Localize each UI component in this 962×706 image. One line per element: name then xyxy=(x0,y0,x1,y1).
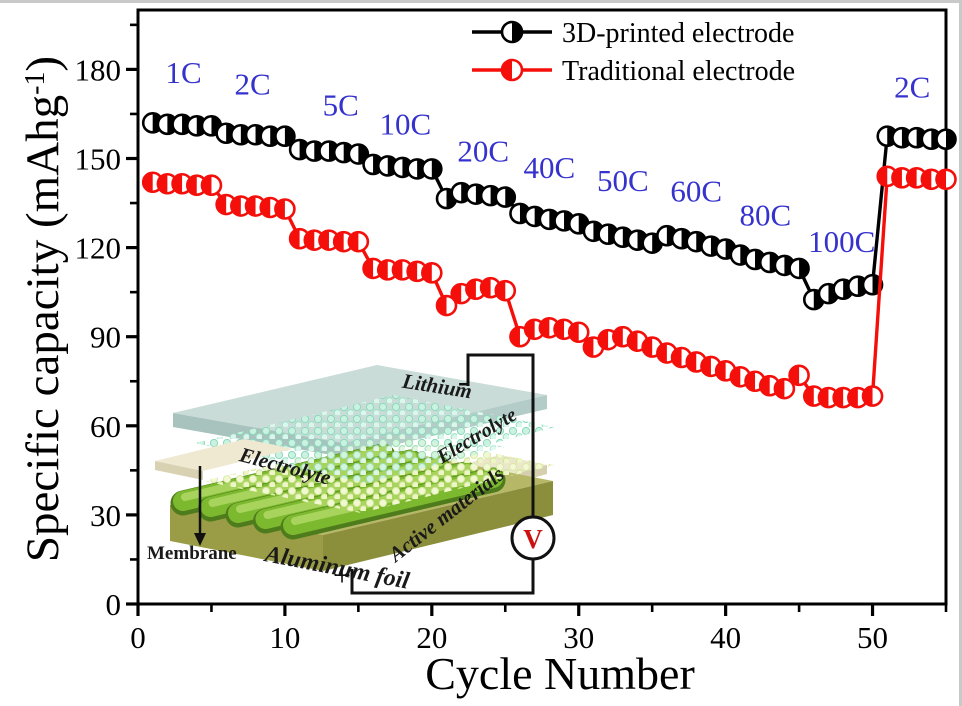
rate-annotation: 5C xyxy=(323,87,359,122)
rate-annotation: 60C xyxy=(670,174,722,209)
rate-annotation: 80C xyxy=(739,197,791,232)
rate-annotation: 20C xyxy=(457,133,509,168)
y-tick-label: 180 xyxy=(75,52,122,87)
legend-label: 3D-printed electrode xyxy=(562,18,794,49)
legend: 3D-printed electrode Traditional electrod… xyxy=(472,18,795,87)
plot-frame xyxy=(136,8,948,606)
legend-item: Traditional electrode xyxy=(472,56,795,87)
x-tick-label: 40 xyxy=(710,620,741,655)
x-tick-label: 30 xyxy=(563,620,594,655)
rate-annotation: 2C xyxy=(234,67,270,102)
x-tick-label: 10 xyxy=(269,620,300,655)
membrane-label: Membrane xyxy=(147,543,237,564)
rate-annotation: 50C xyxy=(597,163,649,198)
chart-svg: 0 30 60 90 120 150 180 0 10 20 30 40 50 1C 2C 5C 10C 20C 4… xyxy=(75,8,957,655)
foil-side-face xyxy=(323,481,553,571)
legend-item: 3D-printed electrode xyxy=(472,18,794,49)
y-axis-title-text: Specific capacity (mAhg xyxy=(17,94,69,563)
x-axis-title: Cycle Number xyxy=(425,648,695,699)
voltmeter-label: V xyxy=(523,524,543,554)
y-tick-label: 90 xyxy=(90,320,121,355)
y-tick-label: 150 xyxy=(75,142,122,177)
circuit-wire xyxy=(350,353,535,595)
series-markers xyxy=(141,112,957,311)
y-axis-title-close: ) xyxy=(17,55,69,72)
x-tick-label: 50 xyxy=(857,620,888,655)
y-tick-label: 30 xyxy=(90,498,121,533)
membrane-arrow xyxy=(194,466,206,546)
plus-terminal-label: + xyxy=(333,557,351,593)
series-traditional xyxy=(141,165,957,409)
y-axis-title: Specific capacity (mAhg-1) xyxy=(6,3,69,619)
membrane-layer xyxy=(155,439,293,480)
rate-annotation: 100C xyxy=(808,224,875,259)
foil-front-face xyxy=(170,505,323,571)
series-3d-printed xyxy=(141,112,957,311)
y-tick-label: 120 xyxy=(75,231,122,266)
series-markers xyxy=(141,165,957,409)
minus-terminal-label: - xyxy=(458,365,468,398)
rate-annotation: 40C xyxy=(524,150,576,185)
y-tick-label: 0 xyxy=(106,587,122,622)
x-tick-label: 20 xyxy=(416,620,447,655)
rate-annotation: 10C xyxy=(380,107,432,142)
x-tick-label: 0 xyxy=(130,620,146,655)
membrane-top-face xyxy=(155,439,293,471)
rate-annotation: 2C xyxy=(894,70,930,105)
battery-schematic-inset: V Lithium Electrolyte Electrolyte Active… xyxy=(147,353,556,595)
y-tick-label: 60 xyxy=(90,409,121,444)
y-axis-title-superscript: -1 xyxy=(20,71,51,95)
rate-annotation: 1C xyxy=(165,55,201,90)
voltmeter-circle xyxy=(510,515,556,561)
legend-label: Traditional electrode xyxy=(562,56,795,87)
membrane-front-face xyxy=(155,461,203,480)
electrolyte-particles-mid xyxy=(265,429,505,483)
